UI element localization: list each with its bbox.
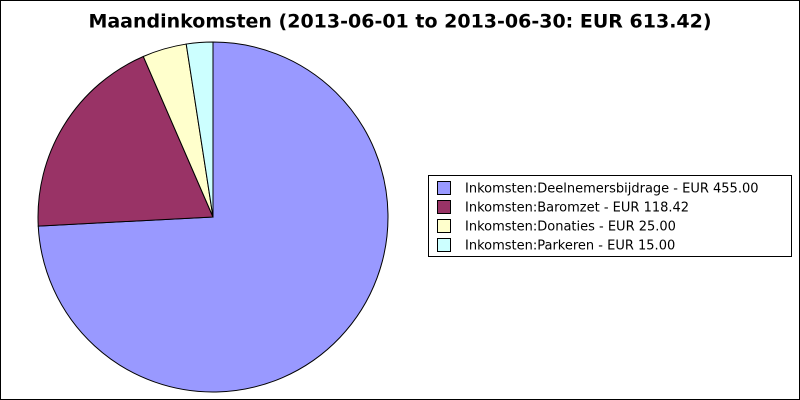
- pie-slice: [185, 41, 214, 218]
- legend-label: Inkomsten:Deelnemersbijdrage - EUR 455.0…: [465, 182, 759, 197]
- legend-swatch: [437, 238, 451, 252]
- legend-label: Inkomsten:Donaties - EUR 25.00: [465, 220, 676, 235]
- legend-label: Inkomsten:Parkeren - EUR 15.00: [465, 239, 675, 254]
- chart-title: Maandinkomsten (2013-06-01 to 2013-06-30…: [88, 11, 711, 33]
- legend-swatch: [437, 181, 451, 195]
- legend: [428, 175, 792, 257]
- legend-label: Inkomsten:Baromzet - EUR 118.42: [465, 201, 689, 216]
- pie-slice: [37, 55, 214, 227]
- pie: [37, 41, 389, 393]
- legend-swatch: [437, 200, 451, 214]
- legend-items: Inkomsten:Deelnemersbijdrage - EUR 455.0…: [437, 181, 759, 254]
- legend-swatch: [437, 219, 451, 233]
